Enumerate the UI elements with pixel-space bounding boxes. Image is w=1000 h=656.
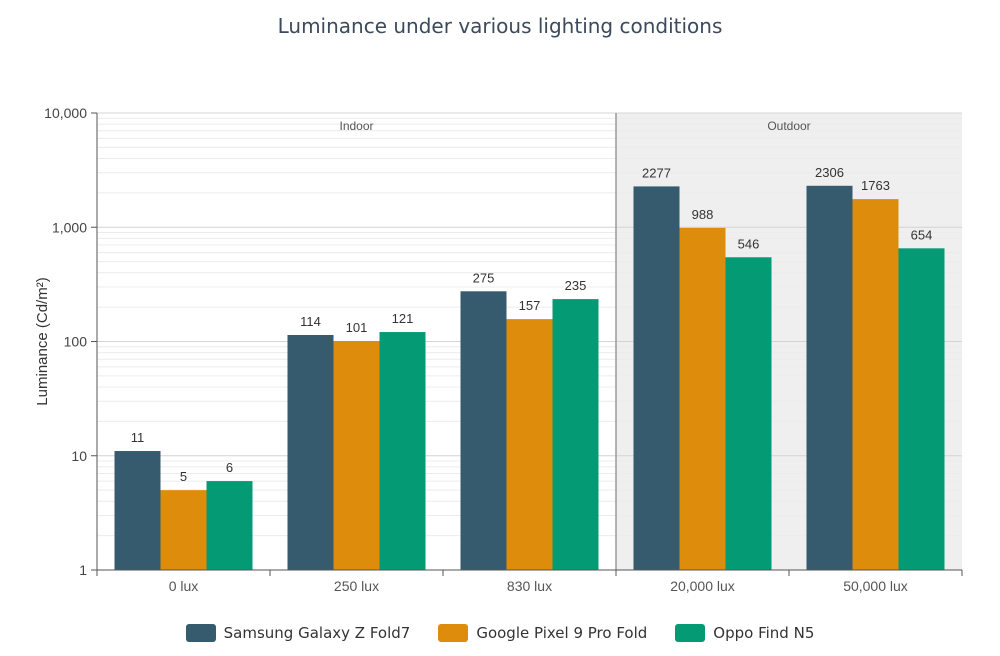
band-label-indoor: Indoor bbox=[339, 119, 373, 133]
bar bbox=[633, 186, 680, 571]
bar bbox=[852, 199, 899, 571]
data-label: 654 bbox=[911, 227, 933, 242]
legend-label-google: Google Pixel 9 Pro Fold bbox=[476, 624, 648, 642]
y-tick-label: 10 bbox=[71, 448, 87, 464]
bar bbox=[552, 299, 599, 570]
bar bbox=[333, 341, 380, 570]
legend-swatch-oppo bbox=[675, 624, 706, 642]
bar bbox=[506, 319, 553, 570]
data-label: 235 bbox=[565, 278, 587, 293]
data-label: 546 bbox=[738, 236, 760, 251]
y-tick-label: 1 bbox=[79, 562, 87, 578]
bar bbox=[206, 481, 253, 570]
data-label: 6 bbox=[226, 460, 233, 475]
legend-item-samsung[interactable]: Samsung Galaxy Z Fold7 bbox=[185, 624, 411, 642]
legend-item-oppo[interactable]: Oppo Find N5 bbox=[675, 624, 814, 642]
chart-title: Luminance under various lighting conditi… bbox=[277, 14, 723, 38]
bar bbox=[287, 334, 334, 570]
band-label-outdoor: Outdoor bbox=[767, 119, 810, 133]
y-axis-label: Luminance (Cd/m²) bbox=[34, 277, 51, 405]
bar bbox=[898, 248, 945, 570]
bar bbox=[806, 185, 853, 570]
data-label: 988 bbox=[692, 207, 714, 222]
y-tick-label: 1,000 bbox=[52, 219, 87, 235]
data-label: 2306 bbox=[815, 165, 844, 180]
bar bbox=[160, 490, 207, 570]
legend-label-samsung: Samsung Galaxy Z Fold7 bbox=[223, 624, 411, 642]
legend-swatch-google bbox=[438, 624, 469, 642]
bar bbox=[379, 332, 426, 570]
legend-swatch-samsung bbox=[185, 624, 216, 642]
bar bbox=[679, 227, 726, 571]
legend-label-oppo: Oppo Find N5 bbox=[713, 624, 815, 642]
y-tick-label: 100 bbox=[64, 334, 88, 350]
y-tick-label: 10,000 bbox=[44, 105, 87, 121]
x-tick-label: 830 lux bbox=[507, 578, 552, 594]
x-tick-label: 250 lux bbox=[334, 578, 379, 594]
data-label: 2277 bbox=[642, 165, 671, 180]
data-label: 1763 bbox=[861, 178, 890, 193]
data-label: 157 bbox=[519, 298, 541, 313]
x-tick-label: 0 lux bbox=[169, 578, 199, 594]
bar bbox=[114, 451, 161, 570]
data-label: 5 bbox=[180, 469, 187, 484]
data-label: 11 bbox=[131, 430, 145, 445]
data-label: 275 bbox=[473, 270, 495, 285]
data-label: 121 bbox=[392, 311, 414, 326]
x-tick-label: 50,000 lux bbox=[843, 578, 908, 594]
data-label: 101 bbox=[346, 320, 368, 335]
bar bbox=[725, 257, 772, 570]
bar bbox=[460, 291, 507, 570]
x-tick-label: 20,000 lux bbox=[670, 578, 735, 594]
data-label: 114 bbox=[300, 314, 321, 329]
chart-legend: Samsung Galaxy Z Fold7 Google Pixel 9 Pr… bbox=[0, 624, 1000, 642]
legend-item-google[interactable]: Google Pixel 9 Pro Fold bbox=[438, 624, 647, 642]
